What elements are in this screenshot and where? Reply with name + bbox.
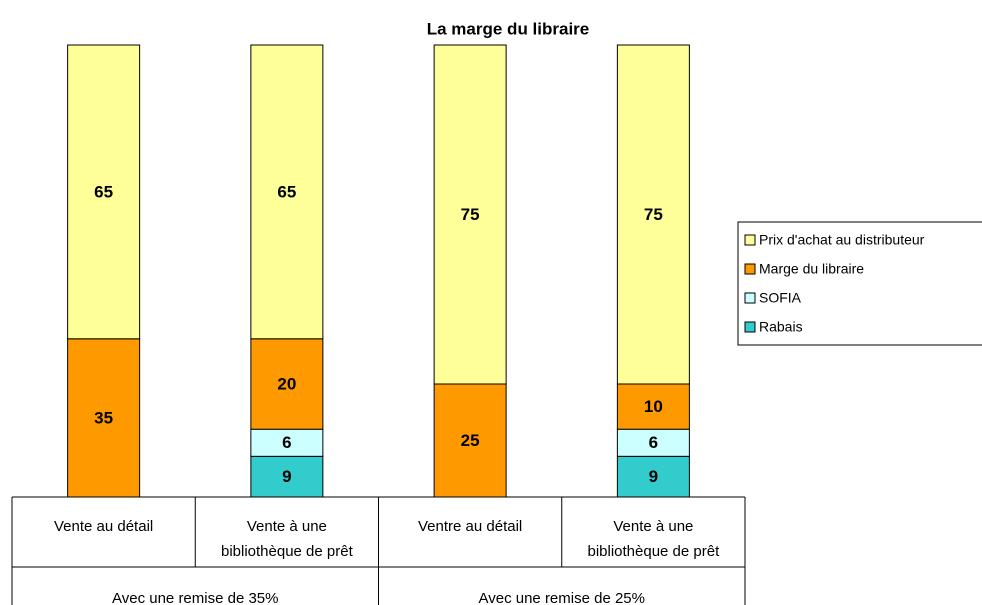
legend-swatch — [744, 234, 756, 246]
data-label: 20 — [277, 374, 296, 393]
legend-label: SOFIA — [759, 290, 802, 306]
bar-segment — [250, 338, 324, 430]
group-label: Avec une remise de 25% — [478, 590, 646, 605]
bar-segment — [616, 44, 690, 385]
data-label: 6 — [282, 433, 291, 452]
chart-title: La marge du libraire — [427, 19, 590, 38]
data-label: 6 — [649, 433, 658, 452]
x-tick-label: Vente au détail — [53, 518, 154, 535]
bar-segment — [250, 428, 324, 457]
legend-swatch — [744, 321, 756, 333]
legend-label: Rabais — [759, 319, 803, 335]
data-label: 35 — [94, 408, 113, 427]
data-label: 9 — [649, 467, 658, 486]
bar-segment — [616, 455, 690, 498]
data-label: 75 — [461, 205, 480, 224]
legend-label: Marge du libraire — [759, 261, 864, 277]
bar-segment — [67, 338, 141, 498]
data-label: 10 — [644, 397, 663, 416]
x-tick-label: Vente à une bibliothèque de prêt — [220, 518, 353, 560]
x-tick-label: Ventre au détail — [418, 518, 523, 535]
legend-swatch — [744, 292, 756, 304]
data-label: 65 — [94, 182, 113, 201]
bar-segment — [433, 44, 507, 385]
data-label: 25 — [461, 431, 480, 450]
bar-segment — [67, 44, 141, 340]
data-label: 65 — [277, 182, 296, 201]
x-tick-label: Vente à une bibliothèque de prêt — [587, 518, 720, 560]
legend-swatch — [744, 263, 756, 275]
bar-segment — [250, 44, 324, 340]
data-label: 9 — [282, 467, 291, 486]
data-label: 75 — [644, 205, 663, 224]
bar-segment — [616, 428, 690, 457]
group-label: Avec une remise de 35% — [112, 590, 279, 605]
legend-box — [737, 221, 982, 346]
legend-label: Prix d'achat au distributeur — [759, 232, 925, 248]
